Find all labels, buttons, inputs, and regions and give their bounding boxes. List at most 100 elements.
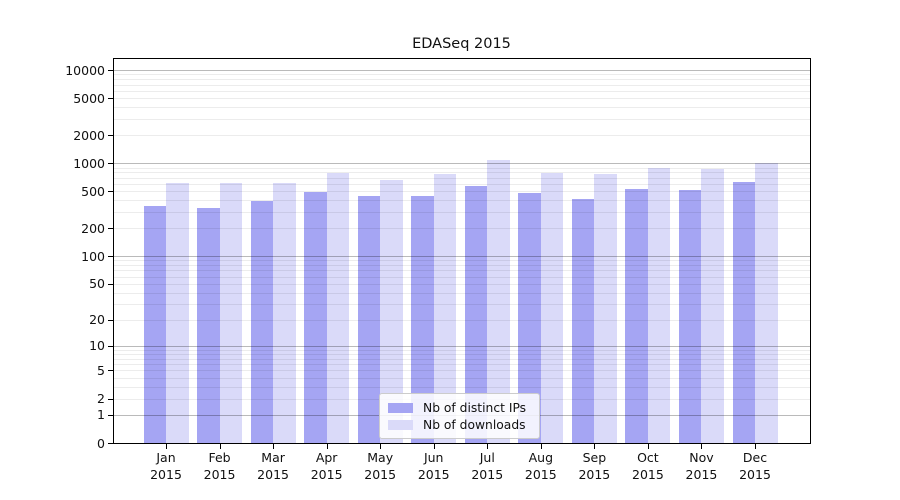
x-axis-tick-label: Mar 2015: [257, 450, 289, 482]
y-axis-tick-label: 100: [81, 248, 105, 264]
minor-gridline: [114, 172, 810, 174]
bar-downloads-aug: [540, 173, 564, 443]
y-axis-tick-label: 50: [89, 276, 105, 292]
x-axis-tick-label: Jun 2015: [417, 450, 450, 482]
bar-distinct-ips-jan: [143, 206, 166, 443]
x-axis-tick: [755, 444, 756, 449]
bar-downloads-may: [380, 180, 403, 443]
bar-distinct-ips-apr: [304, 191, 327, 443]
x-axis-tick: [701, 444, 703, 449]
x-axis-tick-label: Oct 2015: [632, 450, 664, 482]
bar-downloads-jan: [166, 183, 189, 443]
y-axis-tick-label: 2: [97, 391, 105, 407]
x-axis-tick: [273, 444, 275, 449]
y-axis-tick: [108, 98, 113, 100]
y-axis-tick-label: 2000: [73, 127, 105, 143]
minor-gridline: [114, 260, 810, 262]
bar-distinct-ips-nov: [678, 189, 702, 443]
x-axis-tick-label: Nov 2015: [685, 450, 718, 482]
minor-gridline: [114, 364, 810, 366]
minor-gridline: [114, 265, 810, 267]
minor-gridline: [114, 270, 810, 272]
minor-gridline: [114, 354, 810, 356]
y-axis-tick-label: 5000: [73, 90, 105, 106]
bar-downloads-nov: [701, 169, 724, 443]
y-axis-tick: [108, 398, 113, 400]
minor-gridline: [114, 84, 810, 86]
minor-gridline: [114, 377, 810, 379]
chart-title: EDASeq 2015: [412, 36, 511, 52]
x-axis-tick: [326, 444, 328, 449]
minor-gridline: [114, 200, 810, 202]
y-axis-tick: [108, 191, 113, 193]
bar-distinct-ips-aug: [518, 192, 541, 443]
x-axis-tick: [380, 444, 382, 449]
minor-gridline: [114, 370, 810, 372]
bar-downloads-oct: [647, 167, 671, 443]
x-axis-tick-label: May 2015: [364, 450, 397, 482]
minor-gridline: [114, 98, 810, 100]
major-gridline: [114, 345, 810, 347]
y-axis-tick: [108, 283, 113, 285]
legend-item-downloads: Nb of downloads: [388, 416, 531, 433]
bar-distinct-ips-oct: [625, 189, 648, 443]
bar-distinct-ips-feb: [197, 207, 220, 443]
x-axis-tick-label: Sep 2015: [578, 450, 611, 482]
y-axis-tick-label: 10000: [65, 62, 105, 78]
legend: Nb of distinct IPs Nb of downloads: [379, 393, 540, 439]
x-axis-tick: [540, 444, 542, 449]
y-axis-tick: [108, 228, 113, 230]
y-axis-tick: [108, 414, 113, 416]
minor-gridline: [114, 191, 810, 193]
y-axis-tick: [108, 163, 113, 165]
bar-distinct-ips-jul: [464, 185, 488, 443]
y-axis-tick: [108, 443, 113, 444]
minor-gridline: [114, 349, 810, 351]
minor-gridline: [114, 118, 810, 120]
y-axis-tick-label: 5: [97, 362, 105, 378]
y-axis-tick: [108, 70, 113, 72]
minor-gridline: [114, 135, 810, 137]
x-axis-tick: [487, 444, 489, 449]
x-axis-tick: [647, 444, 649, 449]
x-axis-tick-label: Apr 2015: [310, 450, 343, 482]
y-axis-tick-label: 20: [89, 312, 105, 328]
bar-downloads-feb: [219, 183, 243, 443]
major-gridline: [114, 163, 810, 165]
y-axis-tick: [108, 319, 113, 321]
x-axis-tick: [166, 444, 167, 449]
minor-gridline: [114, 303, 810, 305]
x-axis-tick: [594, 444, 596, 449]
legend-swatch-distinct-ips: [388, 402, 413, 413]
minor-gridline: [114, 319, 810, 321]
x-axis-tick-label: Aug 2015: [524, 450, 557, 482]
bar-distinct-ips-dec: [732, 182, 755, 443]
minor-gridline: [114, 211, 810, 213]
y-axis-tick-label: 200: [81, 220, 105, 236]
major-gridline: [114, 70, 810, 72]
x-axis-tick: [219, 444, 221, 449]
y-axis-tick: [108, 135, 113, 137]
bar-distinct-ips-jun: [411, 195, 434, 443]
x-axis-tick-label: Jul 2015: [471, 450, 504, 482]
legend-item-distinct-ips: Nb of distinct IPs: [388, 399, 531, 416]
minor-gridline: [114, 167, 810, 169]
minor-gridline: [114, 228, 810, 230]
bar-distinct-ips-may: [357, 196, 381, 443]
minor-gridline: [114, 90, 810, 92]
bar-downloads-jul: [487, 160, 510, 443]
y-axis-tick-label: 0: [97, 435, 105, 451]
bar-distinct-ips-sep: [571, 199, 595, 443]
minor-gridline: [114, 276, 810, 278]
legend-swatch-downloads: [388, 419, 413, 430]
bar-downloads-mar: [273, 182, 296, 443]
legend-label-distinct-ips: Nb of distinct IPs: [423, 400, 527, 415]
minor-gridline: [114, 358, 810, 360]
legend-label-downloads: Nb of downloads: [423, 417, 526, 432]
y-axis-tick: [108, 370, 113, 372]
y-axis-tick: [108, 256, 113, 258]
minor-gridline: [114, 292, 810, 294]
x-axis-tick-label: Dec 2015: [739, 450, 771, 482]
x-axis-tick-label: Jan 2015: [150, 450, 182, 482]
